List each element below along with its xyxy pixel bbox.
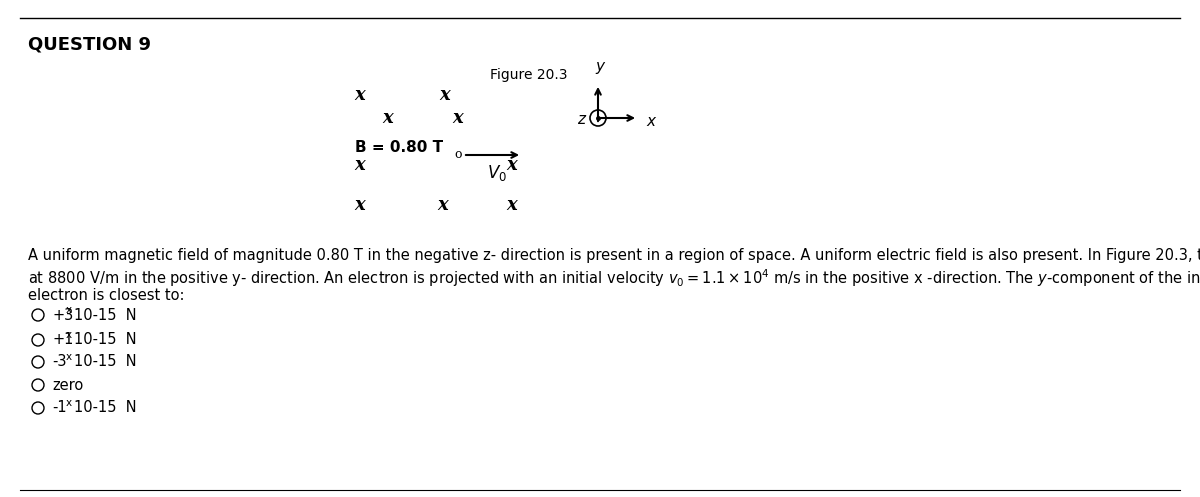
Text: +1: +1 <box>52 332 73 347</box>
Text: A uniform magnetic field of magnitude 0.80 T in the negative z- direction is pre: A uniform magnetic field of magnitude 0.… <box>28 248 1200 263</box>
Text: x: x <box>506 196 517 214</box>
Text: electron is closest to:: electron is closest to: <box>28 288 185 303</box>
Text: -3: -3 <box>52 354 66 369</box>
Text: y: y <box>595 59 605 74</box>
Text: QUESTION 9: QUESTION 9 <box>28 35 151 53</box>
Text: x: x <box>66 305 72 315</box>
Text: x: x <box>646 114 655 130</box>
Text: x: x <box>438 196 449 214</box>
Text: $\mathit{V}_0$: $\mathit{V}_0$ <box>486 163 506 183</box>
Text: x: x <box>66 330 72 340</box>
Text: x: x <box>439 86 450 104</box>
Text: x: x <box>506 156 517 174</box>
Text: zero: zero <box>52 378 83 393</box>
Text: 10-15  N: 10-15 N <box>74 308 137 323</box>
Text: x: x <box>66 352 72 362</box>
Text: x: x <box>355 156 365 174</box>
Text: B = 0.80 T: B = 0.80 T <box>355 141 443 156</box>
Text: Figure 20.3: Figure 20.3 <box>490 68 568 82</box>
Text: z: z <box>577 112 586 128</box>
Text: x: x <box>452 109 463 127</box>
Text: x: x <box>355 196 365 214</box>
Text: at 8800 V/m in the positive y- direction. An electron is projected with an initi: at 8800 V/m in the positive y- direction… <box>28 267 1200 289</box>
Text: 10-15  N: 10-15 N <box>74 354 137 369</box>
Text: o: o <box>455 148 462 161</box>
Text: +3: +3 <box>52 308 73 323</box>
Text: x: x <box>66 398 72 408</box>
Text: -1: -1 <box>52 401 67 415</box>
Text: 10-15  N: 10-15 N <box>74 332 137 347</box>
Text: 10-15  N: 10-15 N <box>74 401 137 415</box>
Text: x: x <box>355 86 365 104</box>
Text: x: x <box>383 109 394 127</box>
